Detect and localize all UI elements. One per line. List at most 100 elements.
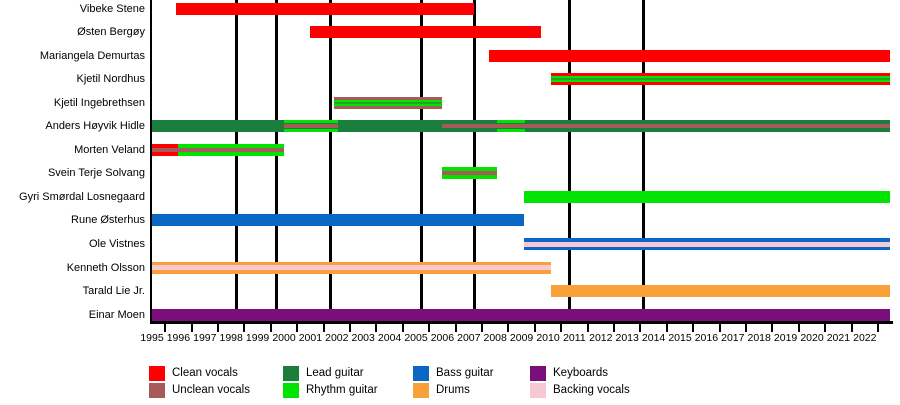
year-label: 2007 [457, 332, 481, 344]
member-label: Anders Høyvik Hidle [45, 120, 145, 133]
axis-tick [190, 323, 193, 332]
timeline-bar-segment [524, 238, 890, 250]
album-release-line [567, 0, 571, 324]
year-label: 2011 [563, 332, 586, 344]
year-label: 1996 [166, 332, 191, 344]
year-label: 1998 [219, 332, 243, 344]
axis-tick [454, 323, 457, 332]
axis-tick [639, 323, 642, 332]
member-label: Ole Vistnes [88, 238, 145, 250]
timeline-bar-segment [550, 285, 890, 298]
legend-swatch-bass [413, 366, 429, 381]
timeline-bar-segment [152, 214, 525, 227]
member-label: Rune Østerhus [71, 214, 145, 227]
axis-tick [692, 323, 695, 332]
year-label: 2010 [536, 332, 560, 344]
axis-tick [322, 323, 325, 332]
timeline-bar-segment [550, 73, 890, 86]
role-center-stripe [497, 124, 526, 129]
year-label: 2006 [430, 332, 455, 344]
timeline-bar-segment [442, 167, 498, 180]
timeline-bar-segment [284, 120, 339, 133]
timeline-bar-segment [152, 143, 179, 156]
axis-tick [375, 323, 378, 332]
year-label: 2018 [747, 332, 771, 344]
legend-swatch-keyboards [530, 366, 546, 381]
year-label: 2005 [404, 332, 428, 344]
member-label: Morten Veland [74, 143, 145, 156]
year-label: 2012 [589, 332, 613, 344]
role-edge-stripe-top [497, 120, 526, 124]
legend-label: Backing vocals [553, 384, 630, 396]
year-label: 2022 [853, 332, 877, 344]
axis-tick [349, 323, 351, 332]
timeline-bar-segment [338, 120, 443, 133]
role-center-stripe [334, 99, 443, 106]
year-label: 1997 [193, 332, 217, 344]
role-edge-stripe-bottom [497, 129, 526, 133]
member-label: Kjetil Nordhus [76, 73, 145, 86]
axis-tick [296, 323, 299, 332]
legend-swatch-clean [149, 366, 165, 381]
legend-label: Rhythm guitar [306, 384, 378, 396]
year-label: 2008 [483, 332, 507, 344]
timeline-bar-segment [442, 120, 498, 133]
legend-label: Clean vocals [172, 367, 238, 379]
axis-tick [269, 323, 272, 332]
y-axis-line [150, 0, 152, 324]
timeline-bar-segment [497, 120, 526, 133]
role-edge-stripe-top [284, 120, 339, 124]
timeline-bar-segment [524, 190, 890, 203]
role-center-stripe [284, 124, 339, 129]
member-label: Einar Moen [88, 308, 145, 321]
axis-tick [243, 323, 246, 332]
year-label: 2009 [509, 332, 534, 344]
legend-label: Lead guitar [306, 367, 364, 379]
year-label: 2003 [351, 332, 375, 344]
legend-swatch-backing [530, 383, 546, 398]
album-release-line [472, 0, 476, 324]
role-center-stripe [525, 124, 890, 129]
member-label: Mariangela Demurtas [39, 49, 145, 62]
legend-label: Unclean vocals [172, 384, 250, 396]
timeline-bar-segment [310, 26, 542, 39]
member-label: Kenneth Olsson [66, 261, 145, 274]
role-center-stripe [152, 265, 551, 271]
album-release-line [419, 0, 423, 324]
axis-tick [586, 323, 589, 332]
timeline-bar-segment [334, 96, 443, 109]
axis-tick [665, 323, 668, 332]
legend-swatch-rhythm [283, 383, 299, 398]
year-label: 2015 [668, 332, 692, 344]
axis-tick [613, 323, 615, 332]
year-label: 1999 [245, 332, 270, 344]
legend-swatch-unclean [149, 383, 165, 398]
axis-tick [533, 323, 536, 332]
member-label: Kjetil Ingebrethsen [53, 96, 145, 109]
axis-tick [718, 323, 721, 332]
role-center-stripe [550, 76, 890, 83]
axis-tick [428, 323, 431, 332]
member-label: Østen Bergøy [77, 26, 145, 39]
timeline-bar-segment [525, 120, 890, 133]
album-release-line [328, 0, 332, 324]
axis-tick [771, 323, 774, 332]
member-label: Tarald Lie Jr. [82, 285, 145, 298]
timeline-bar-segment [152, 261, 551, 274]
timeline-bar-segment [178, 143, 284, 156]
year-label: 2020 [800, 332, 824, 344]
year-label: 2021 [826, 332, 851, 344]
axis-tick [797, 323, 800, 332]
album-release-line [274, 0, 278, 324]
role-center-stripe [152, 147, 179, 152]
year-label: 2016 [694, 332, 719, 344]
axis-tick [164, 323, 167, 332]
year-label: 2000 [272, 332, 296, 344]
year-label: 2014 [641, 332, 666, 344]
legend-label: Bass guitar [436, 367, 494, 379]
legend-label: Keyboards [553, 367, 608, 379]
year-label: 2004 [377, 332, 402, 344]
axis-tick [507, 323, 510, 332]
axis-tick [824, 323, 827, 332]
